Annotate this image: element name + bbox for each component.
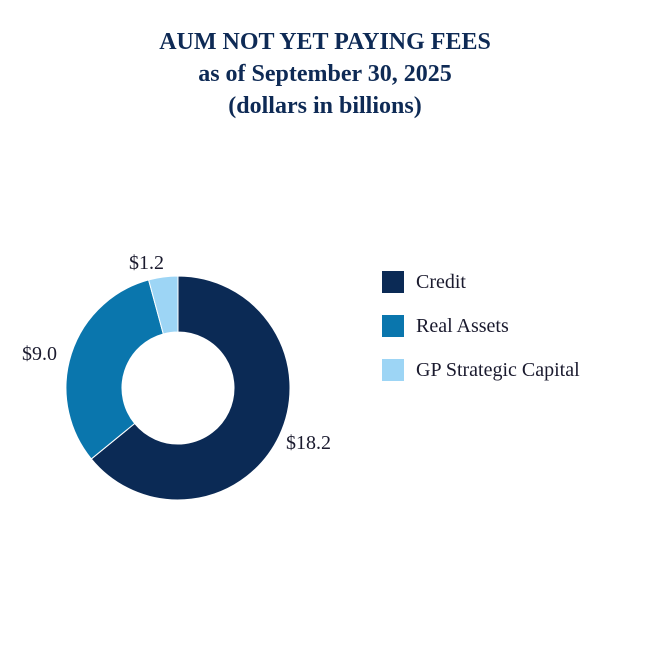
legend-label: Credit [416, 270, 466, 293]
legend-label: Real Assets [416, 314, 509, 337]
donut-slice-credit [90, 275, 291, 501]
legend-swatch [382, 359, 404, 381]
donut-slice-gp-strategic-capital [148, 275, 179, 335]
data-label-credit: $18.2 [286, 432, 331, 454]
legend-label: GP Strategic Capital [416, 358, 580, 381]
chart-subtitle-units: (dollars in billions) [228, 93, 422, 119]
donut-slice-real-assets [65, 279, 164, 460]
legend-swatch [382, 271, 404, 293]
chart-title: AUM NOT YET PAYING FEES as of September … [0, 26, 650, 122]
chart-legend: Credit Real Assets GP Strategic Capital [382, 271, 580, 403]
data-label-gp-strategic-capital: $1.2 [129, 252, 164, 274]
legend-item-gp-strategic-capital: GP Strategic Capital [382, 359, 580, 381]
chart-title-line-1: AUM NOT YET PAYING FEES [159, 29, 491, 55]
chart-subtitle-date: as of September 30, 2025 [198, 61, 452, 87]
legend-swatch [382, 315, 404, 337]
legend-item-credit: Credit [382, 271, 580, 293]
data-label-real-assets: $9.0 [22, 343, 57, 365]
legend-item-real-assets: Real Assets [382, 315, 580, 337]
